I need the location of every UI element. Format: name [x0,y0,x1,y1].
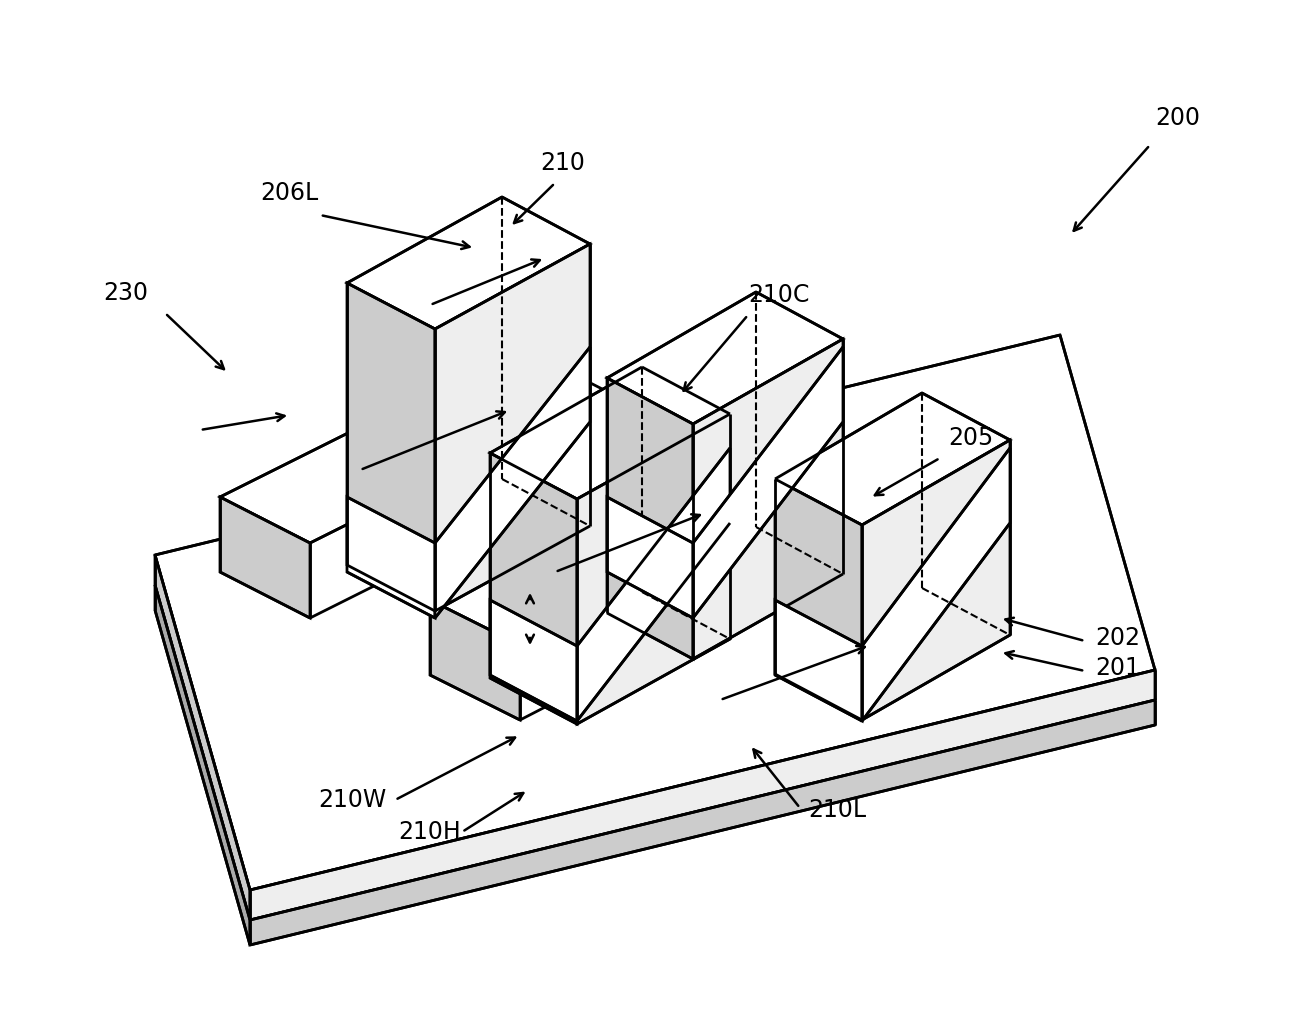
Text: 210W: 210W [318,788,387,812]
Polygon shape [430,600,520,720]
Polygon shape [862,448,1009,721]
Polygon shape [436,347,590,618]
Text: 206L: 206L [261,181,318,205]
Polygon shape [490,600,576,721]
Polygon shape [250,700,1155,945]
Polygon shape [607,497,694,618]
Polygon shape [694,339,844,659]
Text: 210: 210 [540,151,584,175]
Polygon shape [220,497,311,618]
Polygon shape [775,393,1009,525]
Polygon shape [436,244,590,611]
Polygon shape [250,670,1155,920]
Polygon shape [607,292,844,424]
Text: 210H: 210H [397,820,461,844]
Polygon shape [607,378,694,659]
Polygon shape [347,283,436,611]
Text: 210L: 210L [808,798,866,822]
Polygon shape [775,479,862,720]
Polygon shape [430,448,815,645]
Polygon shape [347,197,590,329]
Polygon shape [490,453,576,724]
Text: 230: 230 [103,281,147,305]
Polygon shape [576,414,730,724]
Polygon shape [155,335,1155,890]
Text: 205: 205 [948,426,994,450]
Polygon shape [155,555,250,920]
Polygon shape [775,600,862,721]
Text: 210C: 210C [747,283,809,307]
Polygon shape [155,585,250,945]
Polygon shape [694,347,844,618]
Polygon shape [862,440,1009,720]
Polygon shape [220,347,611,543]
Polygon shape [490,367,730,499]
Text: 202: 202 [1095,626,1140,650]
Text: 201: 201 [1095,656,1140,680]
Polygon shape [576,448,730,721]
Polygon shape [347,497,436,618]
Text: 200: 200 [1155,106,1200,130]
